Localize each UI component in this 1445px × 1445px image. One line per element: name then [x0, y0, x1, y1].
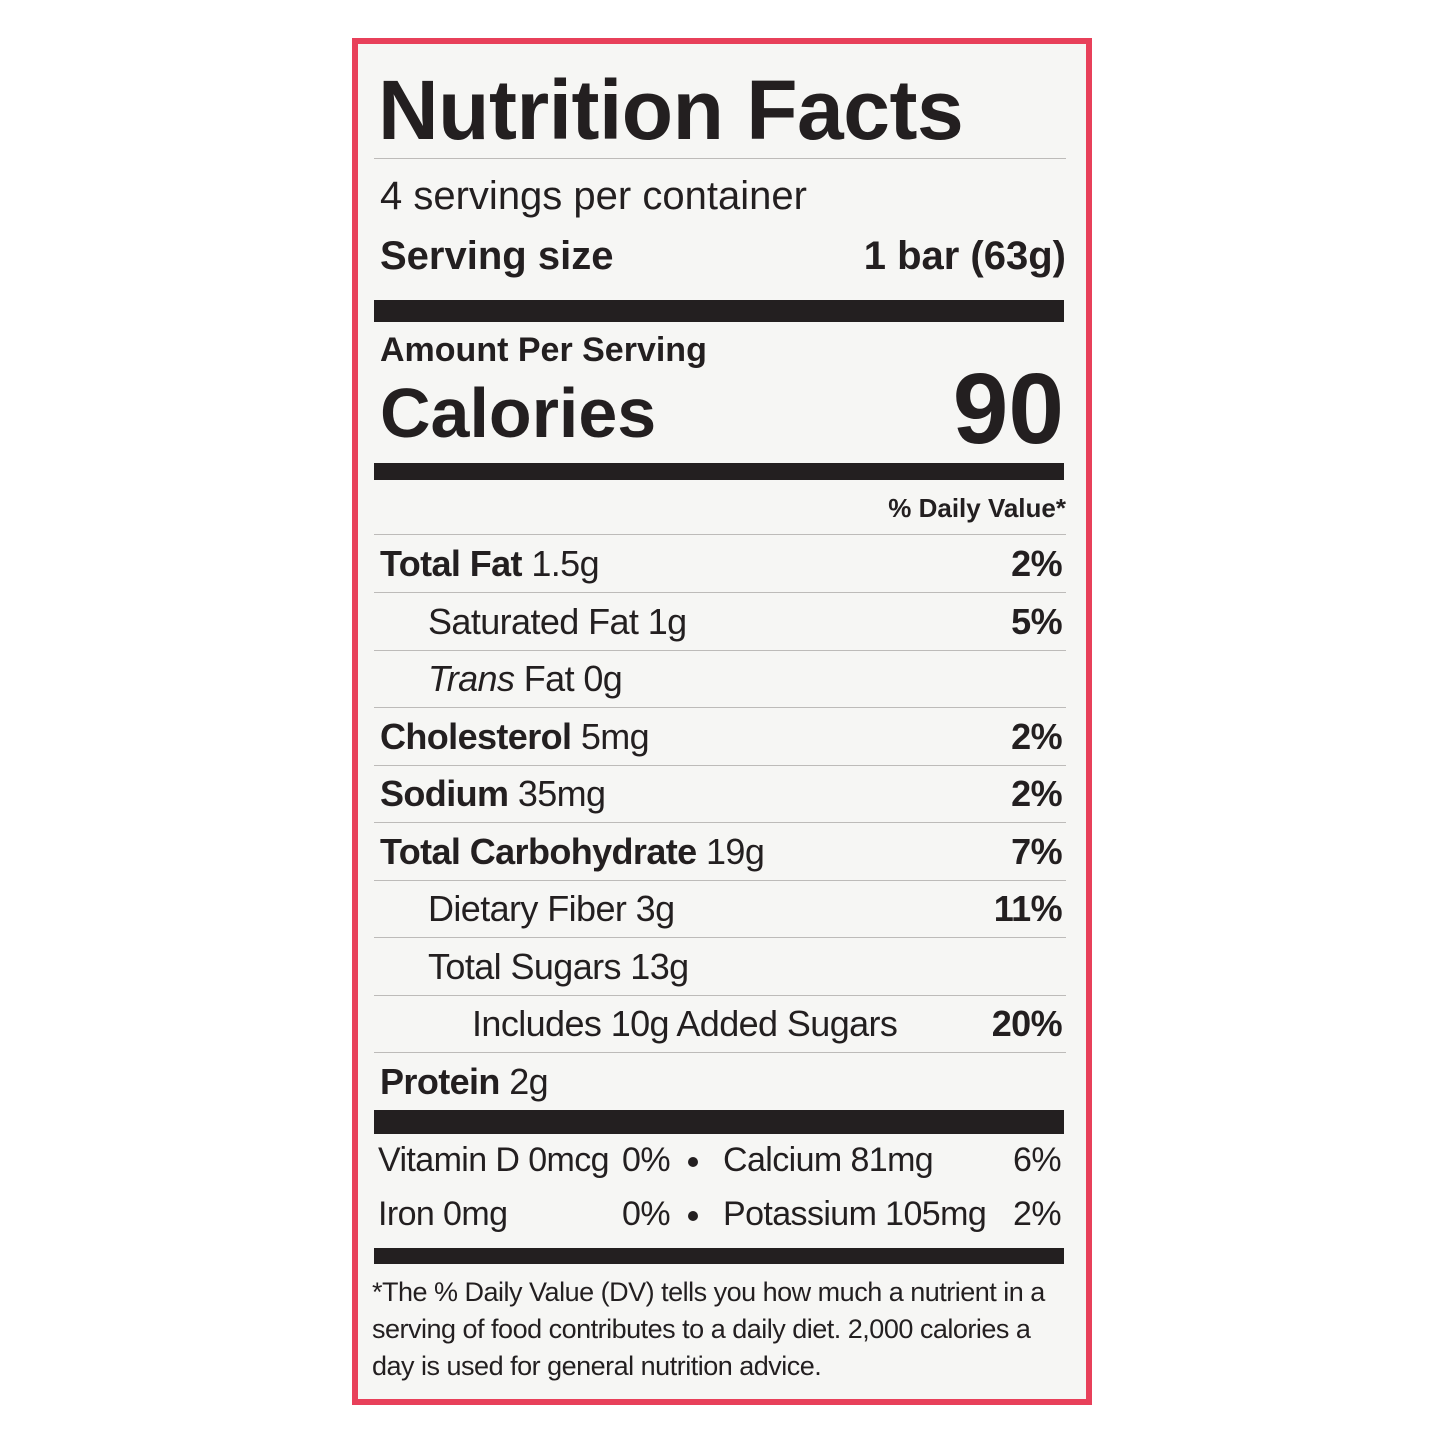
dv-header: % Daily Value* [888, 493, 1066, 523]
nutrient-amount: 5mg [580, 716, 650, 757]
nutrient-row: Trans Fat 0g [374, 650, 1066, 708]
nutrient-name: Includes 10g Added Sugars [472, 1003, 898, 1044]
amount-per-serving: Amount Per Serving [380, 331, 707, 369]
thick-rule [374, 300, 1064, 322]
title: Nutrition Facts [378, 63, 964, 157]
vitamin-name: Iron 0mg [378, 1195, 508, 1233]
nutrient-name: Total Fat [380, 543, 523, 584]
nutrient-name: Fat 0g [523, 658, 623, 699]
nutrient-name: Protein [380, 1061, 500, 1102]
nutrient-row: Total Carbohydrate 19g 7% [374, 823, 1066, 881]
label-panel [358, 44, 1086, 1399]
nutrient-row: Includes 10g Added Sugars 20% [374, 995, 1066, 1053]
nutrient-amount: 35mg [517, 773, 606, 814]
serving-size-value: 1 bar (63g) [863, 234, 1066, 278]
nutrient-amount: 2g [509, 1061, 549, 1102]
nutrient-name-italic: Trans [428, 658, 515, 699]
separator [688, 1211, 698, 1221]
vitamin-dv: 0% [622, 1141, 671, 1179]
nutrient-name: Cholesterol [380, 716, 572, 757]
thick-rule [374, 1248, 1064, 1264]
vitamin-dv: 0% [622, 1195, 671, 1233]
rule [374, 534, 1066, 535]
vitamin-dv: 2% [1013, 1195, 1062, 1233]
rule [374, 158, 1066, 159]
vitamin-name: Calcium 81mg [723, 1141, 934, 1179]
nutrient-row: Sodium 35mg 2% [374, 765, 1066, 823]
nutrient-name: Sodium [380, 773, 509, 814]
thick-rule [374, 1110, 1064, 1134]
servings: 4 servings per container [380, 174, 807, 218]
nutrient-dv: 2% [1011, 773, 1062, 814]
nutrient-dv: 2% [1011, 716, 1062, 757]
nutrient-name: Total Carbohydrate [380, 831, 697, 872]
nutrient-name: Total Sugars 13g [428, 946, 689, 987]
separator [688, 1157, 698, 1167]
nutrient-dv: 5% [1011, 601, 1062, 642]
nutrient-name: Dietary Fiber 3g [428, 888, 675, 929]
nutrient-row: Dietary Fiber 3g 11% [374, 880, 1066, 938]
vitamin-name: Vitamin D 0mcg [378, 1141, 610, 1179]
calories-label: Calories [380, 374, 657, 452]
thick-rule [374, 463, 1064, 480]
nutrient-dv: 7% [1011, 831, 1062, 872]
nutrient-row: Protein 2g [374, 1053, 1066, 1110]
nutrient-amount: 19g [705, 831, 765, 872]
vitamin-name: Potassium 105mg [723, 1195, 987, 1233]
nutrient-dv: 2% [1011, 543, 1062, 584]
serving-size-label: Serving size [380, 234, 614, 278]
nutrient-row: Total Fat 1.5g 2% [374, 535, 1066, 593]
nutrient-row: Cholesterol 5mg 2% [374, 708, 1066, 766]
calories-value: 90 [952, 353, 1064, 465]
nutrient-dv: 11% [993, 888, 1063, 929]
nutrient-row: Saturated Fat 1g 5% [374, 593, 1066, 651]
nutrient-dv: 20% [991, 1003, 1063, 1044]
vitamin-dv: 6% [1013, 1141, 1062, 1179]
nutrient-name: Saturated Fat 1g [428, 601, 687, 642]
footnote: *The % Daily Value (DV) tells you how mu… [372, 1277, 1045, 1381]
nutrient-row: Total Sugars 13g [374, 938, 1066, 996]
nutrient-amount: 1.5g [531, 543, 600, 584]
